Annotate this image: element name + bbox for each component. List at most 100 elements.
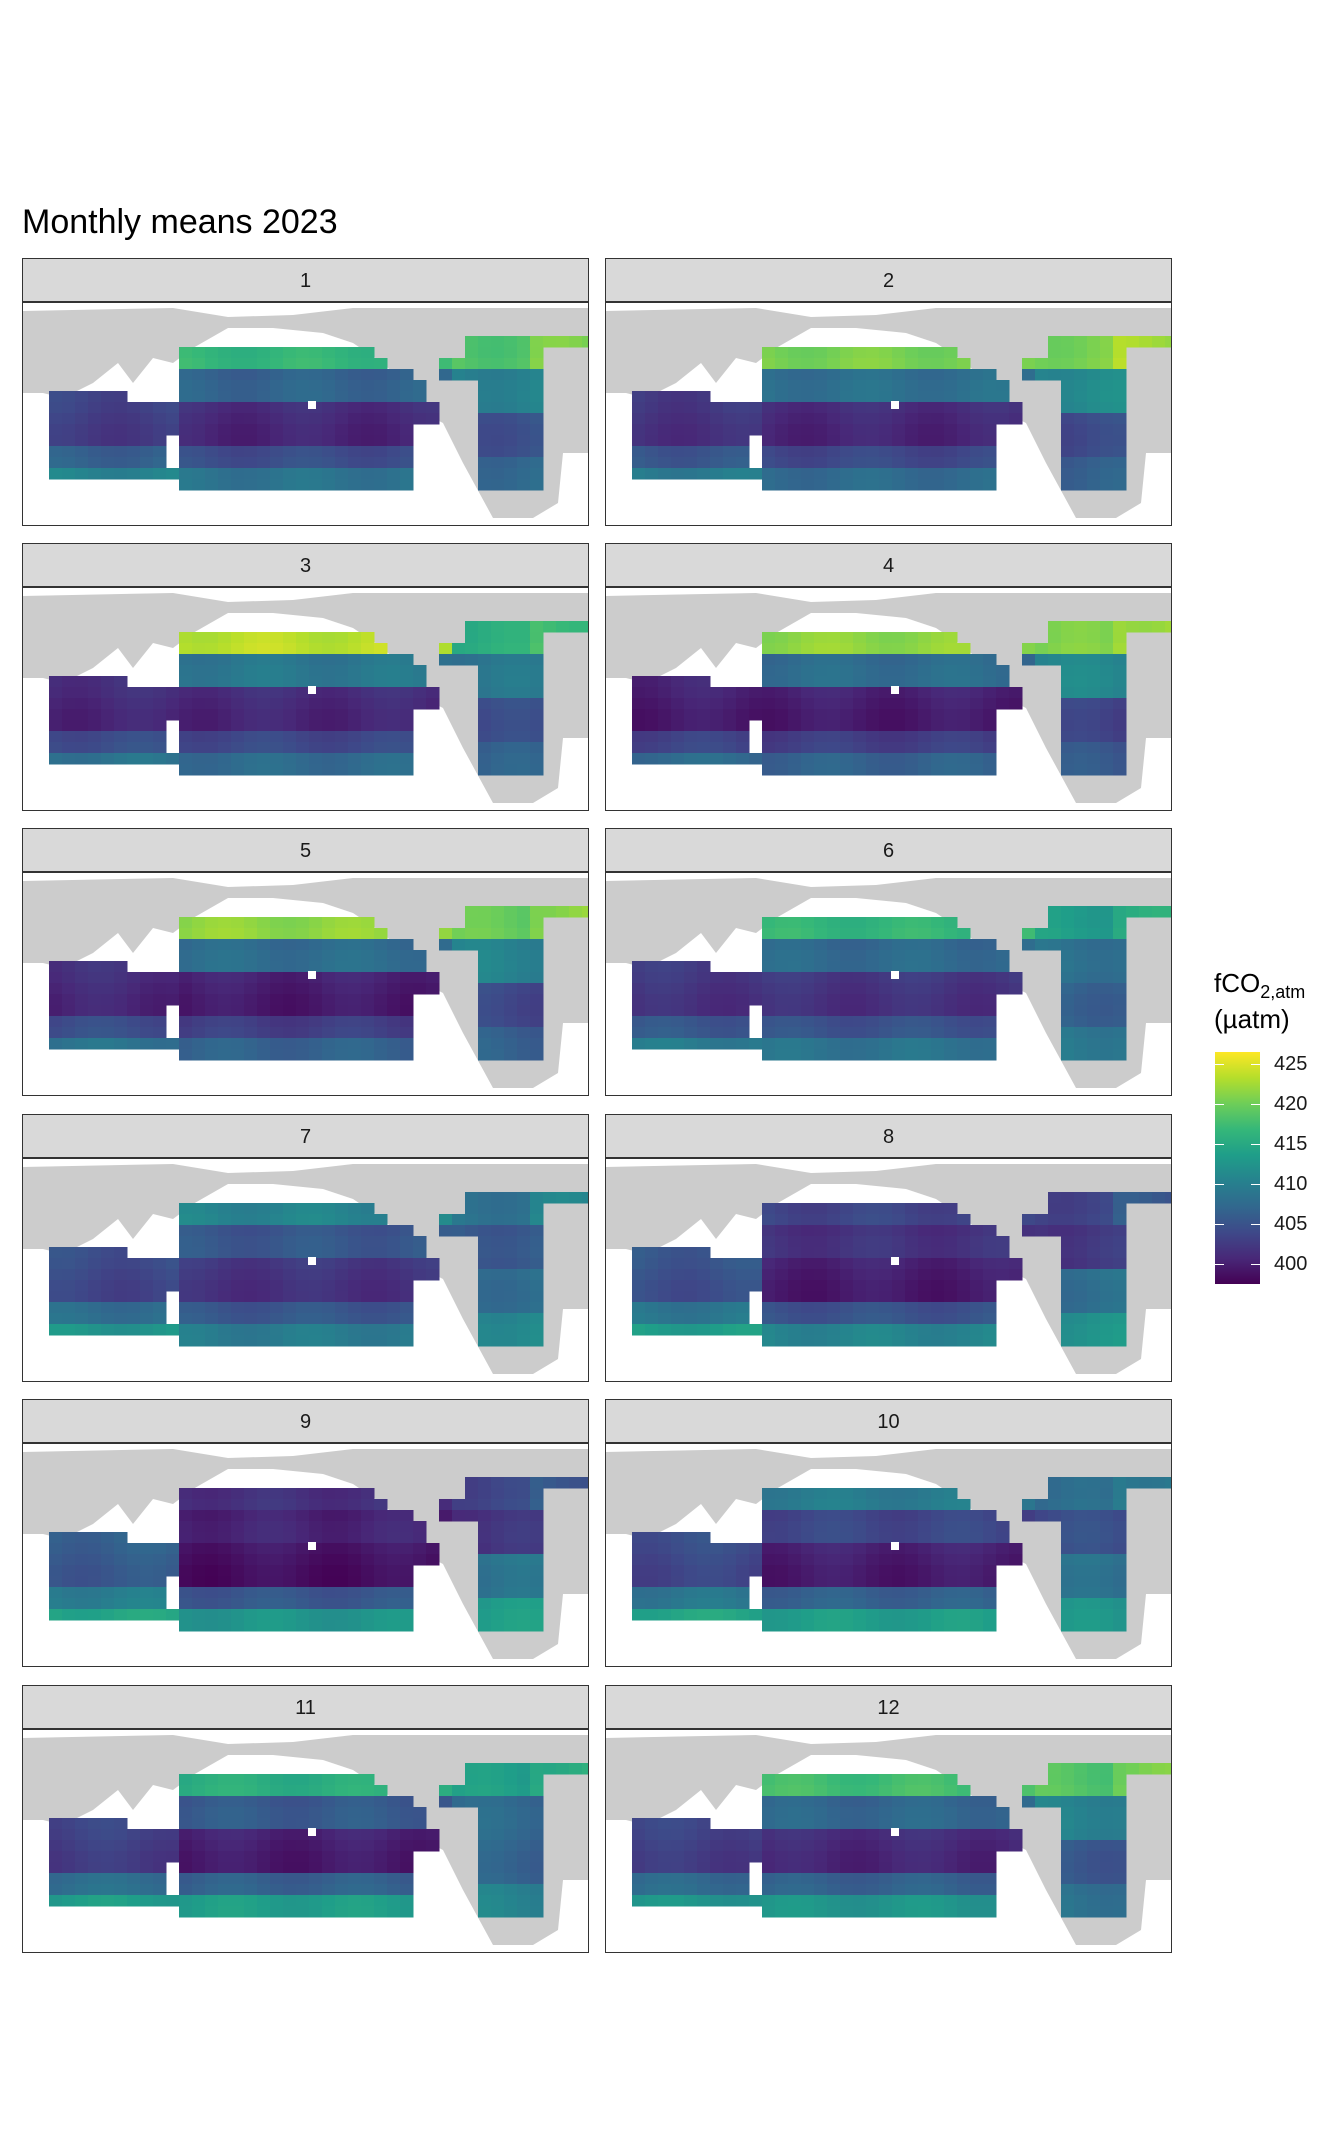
- ocean-cell: [179, 1005, 193, 1017]
- ocean-cell: [957, 1247, 971, 1259]
- ocean-cell: [335, 1818, 349, 1830]
- ocean-cell: [361, 1258, 375, 1270]
- ocean-cell: [1113, 1796, 1127, 1808]
- ocean-cell: [101, 1587, 115, 1599]
- ocean-cell: [101, 731, 115, 743]
- ocean-cell: [283, 424, 297, 436]
- ocean-cell: [931, 1510, 945, 1522]
- ocean-cell: [1113, 1291, 1127, 1303]
- ocean-cell: [879, 687, 893, 699]
- ocean-cell: [192, 720, 206, 732]
- ocean-cell: [491, 1576, 505, 1588]
- ocean-cell: [944, 1049, 958, 1061]
- ocean-cell: [1100, 479, 1114, 491]
- ocean-cell: [1048, 336, 1062, 348]
- ocean-cell: [996, 380, 1010, 392]
- ocean-cell: [1074, 1291, 1088, 1303]
- ocean-cell: [400, 720, 414, 732]
- ocean-cell: [775, 369, 789, 381]
- ocean-cell: [179, 643, 193, 655]
- ocean-cell: [361, 939, 375, 951]
- ocean-cell: [827, 917, 841, 929]
- ocean-cell: [1061, 687, 1075, 699]
- ocean-cell: [270, 742, 284, 754]
- map-plot-area: [605, 302, 1172, 526]
- ocean-cell: [374, 720, 388, 732]
- ocean-cell: [1152, 621, 1166, 633]
- ocean-cell: [244, 939, 258, 951]
- ocean-cell: [1087, 632, 1101, 644]
- ocean-cells: [632, 336, 1171, 491]
- ocean-cell: [140, 1543, 154, 1555]
- ocean-cell: [1100, 1488, 1114, 1500]
- ocean-cell: [478, 336, 492, 348]
- ocean-cell: [632, 1565, 646, 1577]
- ocean-cell: [75, 1532, 89, 1544]
- ocean-cell: [827, 1280, 841, 1292]
- ocean-cell: [309, 928, 323, 940]
- ocean-cell: [153, 1840, 167, 1852]
- ocean-cell: [1061, 1895, 1075, 1907]
- ocean-cell: [775, 1499, 789, 1511]
- ocean-cell: [335, 1280, 349, 1292]
- ocean-cell: [517, 1862, 531, 1874]
- ocean-cell: [658, 391, 672, 403]
- ocean-cell: [749, 1565, 763, 1577]
- ocean-cell: [62, 1324, 76, 1336]
- ocean-cell: [892, 1499, 906, 1511]
- ocean-cell: [723, 1313, 737, 1325]
- ocean-cell: [75, 1565, 89, 1577]
- ocean-cell: [879, 1796, 893, 1808]
- ocean-cell: [309, 1796, 323, 1808]
- ocean-cell: [957, 1236, 971, 1248]
- ocean-cell: [1087, 380, 1101, 392]
- ocean-cell: [905, 1554, 919, 1566]
- ocean-cell: [879, 731, 893, 743]
- ocean-cell: [1074, 380, 1088, 392]
- ocean-cell: [361, 1598, 375, 1610]
- ocean-cell: [827, 1873, 841, 1885]
- ocean-cell: [801, 1576, 815, 1588]
- ocean-cell: [1100, 1324, 1114, 1336]
- ocean-cell: [413, 1247, 427, 1259]
- ocean-cell: [127, 1324, 141, 1336]
- ocean-cell: [697, 1818, 711, 1830]
- ocean-cell: [335, 457, 349, 469]
- ocean-cell: [827, 435, 841, 447]
- ocean-cell: [192, 1884, 206, 1896]
- ocean-cell: [788, 457, 802, 469]
- ocean-cell: [374, 1280, 388, 1292]
- ocean-cells: [632, 1763, 1171, 1918]
- ocean-cell: [1087, 358, 1101, 370]
- ocean-cell: [892, 1587, 906, 1599]
- ocean-cell: [127, 731, 141, 743]
- map-svg: [23, 878, 588, 1088]
- ocean-cell: [309, 1027, 323, 1039]
- ocean-cell: [517, 1313, 531, 1325]
- ocean-cell: [335, 1565, 349, 1577]
- ocean-cell: [218, 1543, 232, 1555]
- ocean-cell: [114, 1895, 128, 1907]
- ocean-cell: [478, 358, 492, 370]
- ocean-cell: [1074, 413, 1088, 425]
- ocean-cell: [49, 698, 63, 710]
- ocean-cell: [283, 720, 297, 732]
- ocean-cell: [270, 1774, 284, 1786]
- ocean-cell: [75, 1258, 89, 1270]
- ocean-cell: [283, 1576, 297, 1588]
- ocean-cell: [1074, 1499, 1088, 1511]
- ocean-cell: [192, 1258, 206, 1270]
- ocean-cell: [801, 961, 815, 973]
- ocean-cell: [283, 1829, 297, 1841]
- ocean-cell: [814, 1521, 828, 1533]
- ocean-cell: [114, 709, 128, 721]
- ocean-cell: [465, 347, 479, 359]
- ocean-cell: [231, 1269, 245, 1281]
- ocean-cell: [1048, 358, 1062, 370]
- ocean-cell: [840, 358, 854, 370]
- ocean-cell: [257, 1807, 271, 1819]
- ocean-cell: [1139, 906, 1153, 918]
- ocean-cell: [504, 621, 518, 633]
- ocean-cell: [671, 1818, 685, 1830]
- ocean-cell: [671, 687, 685, 699]
